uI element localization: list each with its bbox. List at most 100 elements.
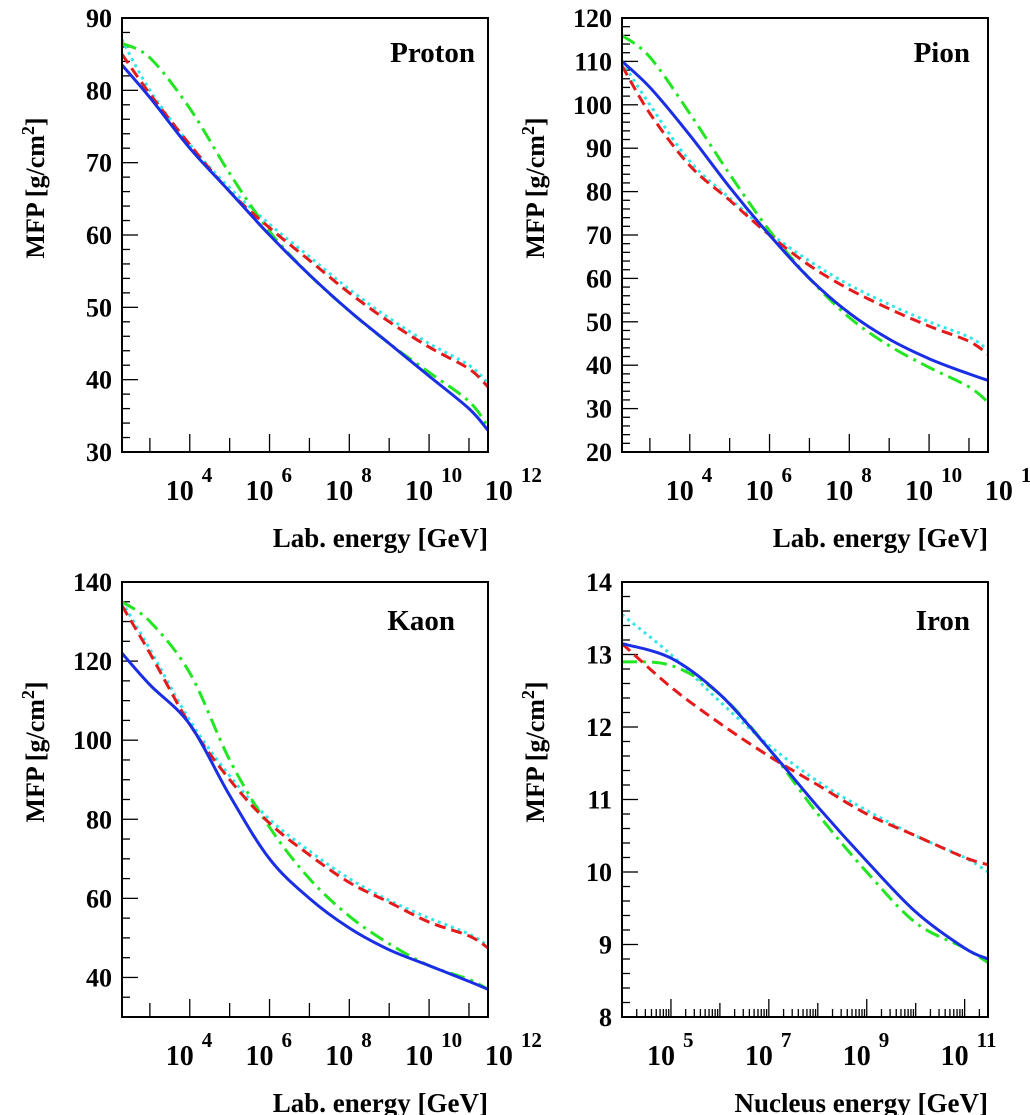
y-tick-label: 20 — [586, 438, 612, 467]
x-tick-exponent: 4 — [702, 463, 713, 487]
series-dotted-line — [622, 60, 988, 352]
x-tick-exponent: 6 — [282, 1028, 293, 1052]
x-tick-exponent: 4 — [202, 1028, 213, 1052]
x-axis-label: Nucleus energy [GeV] — [735, 1088, 988, 1115]
y-tick-label: 14 — [586, 568, 612, 597]
x-tick-exponent: 6 — [282, 463, 293, 487]
y-tick-label: 10 — [586, 858, 612, 887]
plot-frame — [121, 17, 489, 453]
y-tick-label: 140 — [73, 568, 112, 597]
series-dashdot-line — [122, 41, 488, 428]
x-tick-exponent: 12 — [521, 1028, 542, 1052]
x-axis-label: Lab. energy [GeV] — [773, 523, 988, 553]
series-solid-line — [622, 60, 988, 382]
x-tick-label: 10 — [905, 476, 933, 507]
series-dotted-line — [122, 601, 488, 948]
y-tick-label: 9 — [599, 931, 612, 960]
y-tick-label: 50 — [86, 293, 112, 322]
x-tick-exponent: 5 — [683, 1028, 694, 1052]
y-tick-label: 12 — [586, 713, 612, 742]
y-tick-label: 60 — [86, 884, 112, 913]
x-tick-label: 10 — [941, 1041, 969, 1072]
y-tick-label: 30 — [86, 438, 112, 467]
x-tick-label: 10 — [666, 476, 694, 507]
x-tick-exponent: 10 — [941, 463, 962, 487]
panel-proton: 30 40 50 60 70 80 90 10 4 10 6 10 8 10 10 10 12 Proton Lab… — [18, 4, 542, 553]
y-tick-label: 100 — [73, 726, 112, 755]
y-tick-label: 60 — [586, 264, 612, 293]
x-tick-exponent: 12 — [521, 463, 542, 487]
x-tick-label: 10 — [166, 476, 194, 507]
x-tick-label: 10 — [985, 476, 1013, 507]
series-solid-line — [622, 642, 988, 961]
x-tick-exponent: 7 — [781, 1028, 792, 1052]
series-dashed-line — [622, 64, 988, 356]
x-tick-label: 10 — [843, 1041, 871, 1072]
series-dashdot-line — [622, 660, 988, 964]
x-tick-label: 10 — [825, 476, 853, 507]
x-tick-exponent: 6 — [782, 463, 793, 487]
panel-title: Iron — [916, 605, 970, 637]
x-tick-label: 10 — [647, 1041, 675, 1072]
x-tick-exponent: 8 — [861, 463, 872, 487]
y-axis-label: MFP [g/cm2] — [18, 681, 50, 822]
x-tick-exponent: 10 — [441, 463, 462, 487]
x-tick-label: 10 — [325, 1041, 353, 1072]
x-tick-exponent: 8 — [361, 463, 372, 487]
y-tick-label: 70 — [86, 149, 112, 178]
y-tick-label: 40 — [586, 351, 612, 380]
x-axis-label: Lab. energy [GeV] — [273, 1088, 488, 1115]
panel-iron: 8 9 10 11 12 13 14 10 5 10 7 10 9 10 11 Iron Nucleus ene… — [518, 568, 996, 1115]
series-dashed-line — [622, 642, 988, 867]
series-solid-line — [122, 652, 488, 991]
y-tick-label: 80 — [86, 805, 112, 834]
series-solid-line — [122, 64, 488, 432]
y-tick-label: 8 — [599, 1003, 612, 1032]
plot-frame — [621, 17, 989, 453]
x-tick-label: 10 — [746, 476, 774, 507]
y-tick-label: 80 — [586, 178, 612, 207]
y-tick-label: 120 — [573, 4, 612, 33]
plot-frame — [121, 581, 489, 1018]
y-axis-label: MFP [g/cm2] — [18, 117, 50, 258]
x-tick-exponent: 4 — [202, 463, 213, 487]
panel-pion: 20 30 40 50 60 70 80 90 100 110 120 10 4 10 6 10 8 10 10 10… — [518, 4, 1030, 553]
y-tick-label: 40 — [86, 963, 112, 992]
x-tick-exponent: 9 — [879, 1028, 890, 1052]
y-axis-label: MFP [g/cm2] — [518, 681, 550, 822]
series-dashdot-line — [622, 34, 988, 404]
y-tick-label: 80 — [86, 76, 112, 105]
y-tick-label: 120 — [73, 647, 112, 676]
y-tick-label: 50 — [586, 308, 612, 337]
x-tick-label: 10 — [485, 1041, 513, 1072]
y-tick-label: 70 — [586, 221, 612, 250]
x-tick-label: 10 — [405, 1041, 433, 1072]
y-tick-label: 90 — [86, 4, 112, 33]
x-tick-label: 10 — [405, 476, 433, 507]
x-tick-label: 10 — [485, 476, 513, 507]
y-tick-label: 13 — [586, 641, 612, 670]
x-axis-label: Lab. energy [GeV] — [273, 523, 488, 553]
x-tick-exponent: 10 — [441, 1028, 462, 1052]
series-dashed-line — [122, 604, 488, 950]
panel-title: Pion — [914, 37, 970, 69]
x-tick-label: 10 — [246, 1041, 274, 1072]
series-dotted-line — [122, 38, 488, 385]
panel-title: Kaon — [387, 605, 455, 637]
x-tick-exponent: 8 — [361, 1028, 372, 1052]
x-tick-label: 10 — [246, 476, 274, 507]
x-tick-label: 10 — [325, 476, 353, 507]
x-tick-label: 10 — [745, 1041, 773, 1072]
series-dashdot-line — [122, 600, 488, 991]
y-tick-label: 110 — [574, 47, 612, 76]
y-tick-label: 90 — [586, 134, 612, 163]
y-axis-label: MFP [g/cm2] — [518, 117, 550, 258]
x-tick-label: 10 — [166, 1041, 194, 1072]
y-tick-label: 40 — [86, 366, 112, 395]
panel-kaon: 40 60 80 100 120 140 10 4 10 6 10 8 10 10 10 12 Kaon Lab.… — [18, 568, 542, 1115]
x-tick-exponent: 11 — [977, 1028, 997, 1052]
series-dashed-line — [122, 53, 488, 388]
series-dotted-line — [622, 613, 988, 874]
y-tick-label: 11 — [587, 786, 612, 815]
